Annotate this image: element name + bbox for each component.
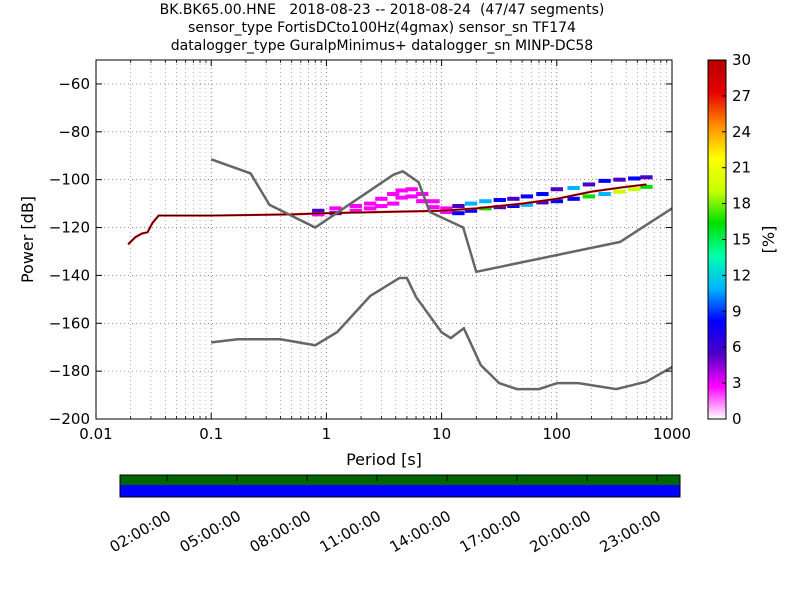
psd-cell (567, 186, 580, 191)
timeline-tick-label: 14:00:00 (387, 507, 454, 556)
x-tick-label: 0.1 (199, 425, 223, 443)
x-tick-label: 1 (322, 425, 332, 443)
main-axes: 0.01 0.1 1 10 100 1000 −200 −180 −160 −140 −120 −10… (18, 59, 691, 469)
grid-lines (95, 60, 672, 419)
y-tick-label: −60 (58, 75, 90, 93)
colorbar-tick-label: 9 (732, 302, 742, 320)
colorbar-label: [%] (759, 226, 778, 254)
noise-models (210, 158, 672, 391)
y-tick-label: −100 (49, 171, 90, 189)
colorbar-tick-label: 27 (732, 87, 751, 105)
psd-mode-line (127, 184, 647, 245)
psd-cell (405, 187, 418, 192)
title-line-2: sensor_type FortisDCto100Hz(4gmax) senso… (188, 20, 576, 36)
psd-cell (416, 199, 429, 204)
timeline-lower-band (120, 485, 680, 497)
timeline-tick-label: 11:00:00 (317, 507, 384, 556)
y-tick-label: −80 (58, 123, 90, 141)
timeline-tick-label: 17:00:00 (457, 507, 524, 556)
psd-cell (349, 203, 362, 208)
timeline-bar: 02:00:00 05:00:00 08:00:00 11:00:00 14:00:00… (107, 474, 681, 556)
psd-cell (536, 192, 549, 197)
psd-cell (628, 187, 641, 192)
psd-cell (387, 201, 400, 206)
psd-cell (628, 176, 641, 181)
psd-cell (427, 205, 440, 210)
timeline-upper-band (120, 475, 680, 485)
psd-cell (550, 199, 563, 204)
psd-cell (582, 182, 596, 187)
psd-cell (452, 203, 465, 208)
psd-cell (364, 201, 377, 206)
psd-cell (479, 199, 492, 204)
psd-cell (405, 194, 418, 199)
timeline-tick-label: 02:00:00 (107, 507, 174, 556)
timeline-tick-label: 08:00:00 (247, 507, 314, 556)
psd-cell (395, 195, 408, 200)
y-tick-label: −120 (49, 219, 90, 237)
psd-cell (312, 208, 325, 213)
psd-cell (613, 177, 626, 182)
colorbar-tick-label: 3 (732, 374, 742, 392)
timeline-tick-label: 20:00:00 (527, 507, 594, 556)
timeline-frame (119, 474, 681, 498)
y-tick-label: −180 (49, 362, 90, 380)
psd-cell (375, 203, 388, 208)
psd-cell (387, 192, 400, 197)
psd-cell (582, 194, 596, 199)
plot-frame (95, 59, 673, 420)
timeline-tick-label: 23:00:00 (597, 507, 664, 556)
y-axis-label: Power [dB] (18, 196, 37, 283)
colorbar-tick-label: 24 (732, 123, 751, 141)
psd-cell (364, 206, 377, 211)
noise-model-nhnm (210, 158, 672, 274)
psd-cell (452, 211, 465, 216)
psd-cell (464, 201, 478, 206)
psd-cell (520, 194, 534, 199)
x-tick-label: 100 (542, 425, 571, 443)
psd-cell (598, 192, 611, 197)
psd-cell (536, 200, 549, 205)
psd-cell (550, 187, 563, 192)
psd-cell (427, 199, 440, 204)
colorbar-tick-label: 0 (732, 410, 742, 428)
psd-cell (507, 203, 520, 208)
colorbar-tick-label: 30 (732, 51, 751, 69)
title-line-3: datalogger_type GuralpMinimus+ datalogge… (170, 38, 594, 54)
psd-histogram (127, 175, 653, 246)
timeline-tick-label: 05:00:00 (177, 507, 244, 556)
psd-cell (493, 205, 506, 210)
x-tick-label: 1000 (653, 425, 691, 443)
psd-cell (349, 208, 362, 213)
x-tick-label: 10 (432, 425, 451, 443)
y-tick-label: −140 (49, 266, 90, 284)
psd-cell (640, 175, 653, 180)
psd-cell (520, 202, 534, 207)
colorbar-tick-label: 15 (732, 231, 751, 249)
colorbar-tick-label: 18 (732, 195, 751, 213)
psd-cell (507, 196, 520, 201)
colorbar-tick-label: 12 (732, 266, 751, 284)
psd-cell (493, 198, 506, 203)
colorbar-tick-label: 21 (732, 159, 751, 177)
noise-model-nlnm (211, 276, 672, 391)
psd-cell (329, 206, 342, 211)
title-line-1: BK.BK65.00.HNE 2018-08-23 -- 2018-08-24 … (159, 2, 605, 18)
psd-cell (613, 189, 626, 194)
psd-cell (464, 208, 478, 213)
psd-cell (395, 188, 408, 193)
x-axis-label: Period [s] (346, 450, 422, 469)
colorbar: 0 3 6 9 12 15 18 21 24 27 30 [%] (707, 51, 778, 428)
y-tick-label: −200 (49, 410, 90, 428)
psd-cell (567, 196, 580, 201)
psd-cell (440, 209, 453, 214)
x-tick-label: 0.01 (79, 425, 112, 443)
psd-cell (640, 184, 653, 189)
y-tick-label: −160 (49, 314, 90, 332)
psd-cell (598, 178, 611, 183)
psd-cell (440, 206, 453, 211)
colorbar-tick-label: 6 (732, 338, 742, 356)
psd-cell (375, 196, 388, 201)
